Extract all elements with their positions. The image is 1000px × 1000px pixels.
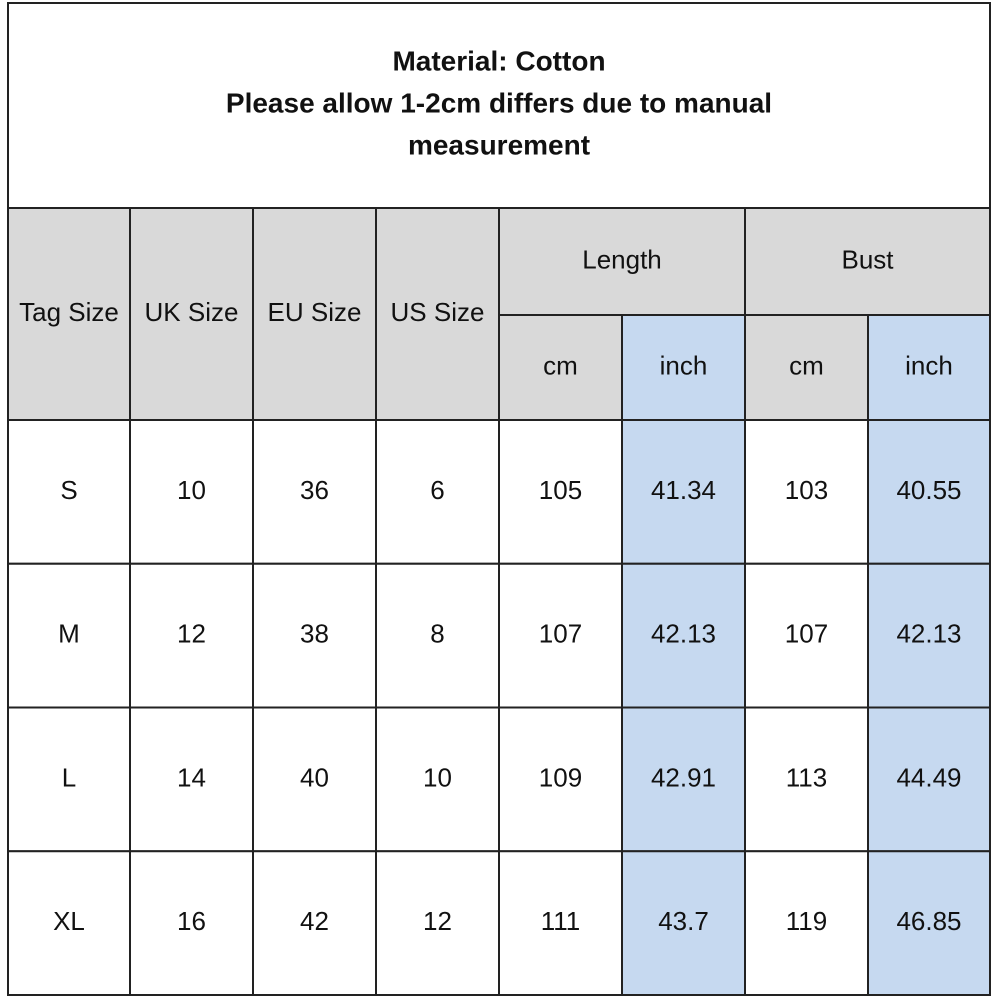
cell-bg (252, 562, 377, 709)
cell-text: L (62, 762, 76, 792)
cell-bg (7, 850, 131, 996)
cell-bg (375, 562, 500, 709)
cell-text: 8 (430, 619, 444, 649)
cell-bg (7, 419, 131, 565)
cell-bg (867, 314, 991, 421)
cell-bg (867, 850, 991, 996)
cell-bg (621, 314, 746, 421)
cell-bg (129, 207, 254, 421)
cell-bg (129, 850, 254, 996)
cell-text: cm (543, 350, 578, 380)
title-line: Please allow 1-2cm differs due to manual (226, 87, 772, 118)
cell-text: M (58, 619, 80, 649)
cell-text: 46.85 (896, 906, 961, 936)
cell-bg (744, 850, 869, 996)
cell-bg (621, 419, 746, 565)
cell-text: 16 (177, 906, 206, 936)
cell-text: 14 (177, 762, 206, 792)
cell-bg (621, 850, 746, 996)
cell-bg (867, 419, 991, 565)
cell-text: 43.7 (658, 906, 709, 936)
cell-bg (375, 207, 500, 421)
cell-text: 44.49 (896, 762, 961, 792)
cell-text: EU Size (268, 297, 362, 327)
cell-text: 10 (177, 475, 206, 505)
cell-text: 38 (300, 619, 329, 649)
cell-text: 12 (423, 906, 452, 936)
cell-bg (252, 207, 377, 421)
cell-text: 119 (786, 906, 827, 936)
cell-text: 42.13 (651, 619, 716, 649)
cell-bg (7, 207, 131, 421)
cell-text: cm (789, 350, 824, 380)
cell-bg (498, 419, 623, 565)
cell-text: 42.13 (896, 619, 961, 649)
cell-bg (129, 562, 254, 709)
cell-text: Tag Size (19, 297, 119, 327)
cell-bg (744, 419, 869, 565)
cell-text: 105 (539, 475, 582, 505)
cell-text: inch (905, 350, 953, 380)
cell-text: inch (660, 350, 708, 380)
cell-text: 40.55 (896, 475, 961, 505)
cell-bg (375, 706, 500, 853)
cell-text: 107 (539, 619, 582, 649)
cell-bg (498, 207, 746, 316)
cell-text: 111 (541, 906, 581, 936)
cell-bg (867, 562, 991, 709)
cell-bg (129, 706, 254, 853)
cell-text: US Size (391, 297, 485, 327)
cell-text: 36 (300, 475, 329, 505)
cell-text: 42 (300, 906, 329, 936)
cell-text: 41.34 (651, 475, 716, 505)
cell-text: 113 (786, 762, 827, 792)
cell-bg (252, 850, 377, 996)
cell-bg (498, 850, 623, 996)
cell-bg (744, 314, 869, 421)
title-line: Material: Cotton (392, 45, 605, 76)
cell-bg (7, 706, 131, 853)
cell-text: XL (53, 906, 85, 936)
cell-text: Bust (841, 244, 894, 274)
cell-bg (375, 850, 500, 996)
cell-text: Length (582, 244, 662, 274)
title-line: measurement (408, 129, 590, 160)
cell-text: 42.91 (651, 762, 716, 792)
cell-text: 40 (300, 762, 329, 792)
cell-text: UK Size (145, 297, 239, 327)
cell-text: 109 (539, 762, 582, 792)
cell-text: 6 (430, 475, 444, 505)
cell-text: 10 (423, 762, 452, 792)
cell-text: S (60, 475, 77, 505)
cell-bg (7, 2, 991, 209)
cell-text: 103 (785, 475, 828, 505)
cell-bg (621, 562, 746, 709)
cell-text: 12 (177, 619, 206, 649)
cell-text: 107 (785, 619, 828, 649)
cell-bg (7, 562, 131, 709)
cell-bg (252, 419, 377, 565)
